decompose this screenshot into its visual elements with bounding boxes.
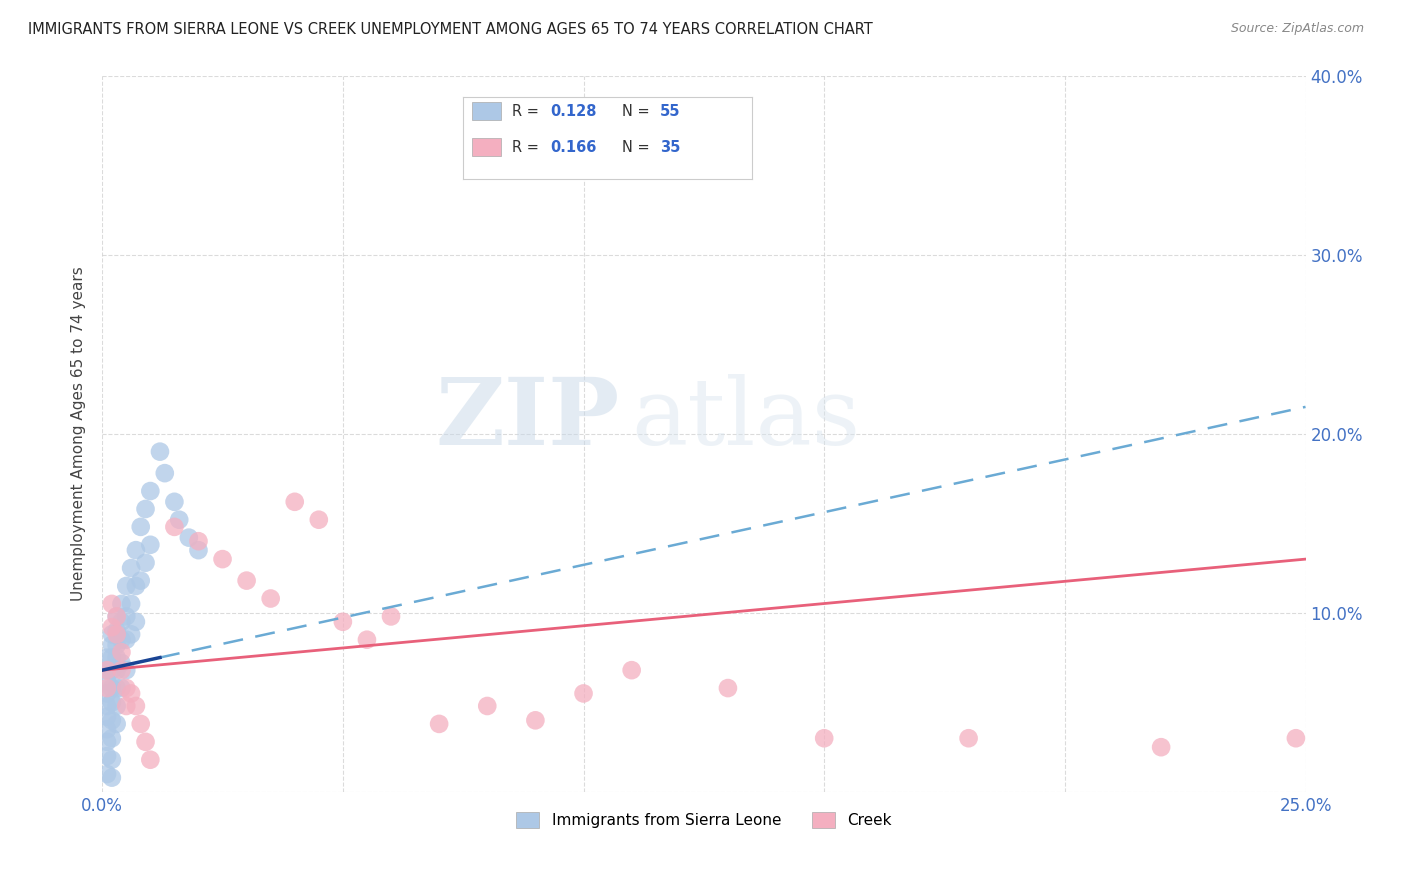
Point xyxy=(115,609,138,624)
Point xyxy=(96,673,118,688)
Point xyxy=(105,663,128,677)
Point xyxy=(380,609,402,624)
Point xyxy=(110,681,132,695)
Point xyxy=(96,767,118,781)
Point xyxy=(524,714,547,728)
Point xyxy=(129,520,152,534)
Point xyxy=(96,663,118,677)
Point xyxy=(96,681,118,695)
Point xyxy=(105,650,128,665)
Point xyxy=(177,531,200,545)
Point xyxy=(105,609,128,624)
Point xyxy=(308,513,330,527)
Point xyxy=(167,513,190,527)
Point xyxy=(101,663,124,677)
Text: ZIP: ZIP xyxy=(436,375,620,465)
Point xyxy=(96,749,118,764)
Point xyxy=(105,681,128,695)
Point xyxy=(284,495,307,509)
Point xyxy=(211,552,233,566)
Point xyxy=(96,710,118,724)
Point xyxy=(115,681,138,695)
Point xyxy=(96,663,118,677)
Point xyxy=(260,591,283,606)
Point xyxy=(139,753,162,767)
Y-axis label: Unemployment Among Ages 65 to 74 years: Unemployment Among Ages 65 to 74 years xyxy=(72,267,86,601)
Point xyxy=(105,638,128,652)
Point xyxy=(101,620,124,634)
Point xyxy=(135,735,157,749)
Point xyxy=(101,650,124,665)
Point xyxy=(477,698,499,713)
Point xyxy=(332,615,354,629)
Point xyxy=(620,663,643,677)
Point xyxy=(125,615,148,629)
Point xyxy=(105,609,128,624)
Point xyxy=(96,650,118,665)
Point xyxy=(101,627,124,641)
Point xyxy=(101,681,124,695)
Point xyxy=(115,579,138,593)
Point xyxy=(110,656,132,670)
Point xyxy=(96,735,118,749)
Text: IMMIGRANTS FROM SIERRA LEONE VS CREEK UNEMPLOYMENT AMONG AGES 65 TO 74 YEARS COR: IMMIGRANTS FROM SIERRA LEONE VS CREEK UN… xyxy=(28,22,873,37)
Point xyxy=(101,638,124,652)
Point xyxy=(96,698,118,713)
Point xyxy=(96,686,118,700)
Point xyxy=(105,627,128,641)
Point xyxy=(125,698,148,713)
Point xyxy=(101,695,124,709)
Point xyxy=(717,681,740,695)
Point xyxy=(115,663,138,677)
Point xyxy=(125,543,148,558)
Point xyxy=(235,574,257,588)
Point xyxy=(813,731,835,746)
Point xyxy=(135,556,157,570)
Point xyxy=(125,579,148,593)
Point xyxy=(105,717,128,731)
Point xyxy=(187,534,209,549)
Point xyxy=(129,574,152,588)
Point xyxy=(149,444,172,458)
Point xyxy=(110,632,132,647)
Point xyxy=(163,495,186,509)
Point xyxy=(110,645,132,659)
Point xyxy=(110,597,132,611)
Point xyxy=(115,698,138,713)
Point xyxy=(163,520,186,534)
Point xyxy=(101,597,124,611)
Point xyxy=(96,723,118,737)
Point xyxy=(101,714,124,728)
Point xyxy=(153,466,176,480)
Point xyxy=(110,615,132,629)
Legend: Immigrants from Sierra Leone, Creek: Immigrants from Sierra Leone, Creek xyxy=(510,806,897,835)
Point xyxy=(120,627,142,641)
Point xyxy=(572,686,595,700)
Text: atlas: atlas xyxy=(631,375,860,465)
Point xyxy=(957,731,980,746)
Point xyxy=(120,597,142,611)
Point xyxy=(101,731,124,746)
Point xyxy=(135,502,157,516)
Point xyxy=(139,484,162,499)
Point xyxy=(120,561,142,575)
Point xyxy=(1150,740,1173,755)
Point xyxy=(129,717,152,731)
Point xyxy=(427,717,450,731)
Point xyxy=(139,538,162,552)
Point xyxy=(120,686,142,700)
Point xyxy=(105,624,128,638)
Point xyxy=(101,753,124,767)
Point xyxy=(105,698,128,713)
Text: Source: ZipAtlas.com: Source: ZipAtlas.com xyxy=(1230,22,1364,36)
Point xyxy=(187,543,209,558)
Point xyxy=(101,771,124,785)
Point xyxy=(110,663,132,677)
Point xyxy=(356,632,378,647)
Point xyxy=(1285,731,1308,746)
Point xyxy=(115,632,138,647)
